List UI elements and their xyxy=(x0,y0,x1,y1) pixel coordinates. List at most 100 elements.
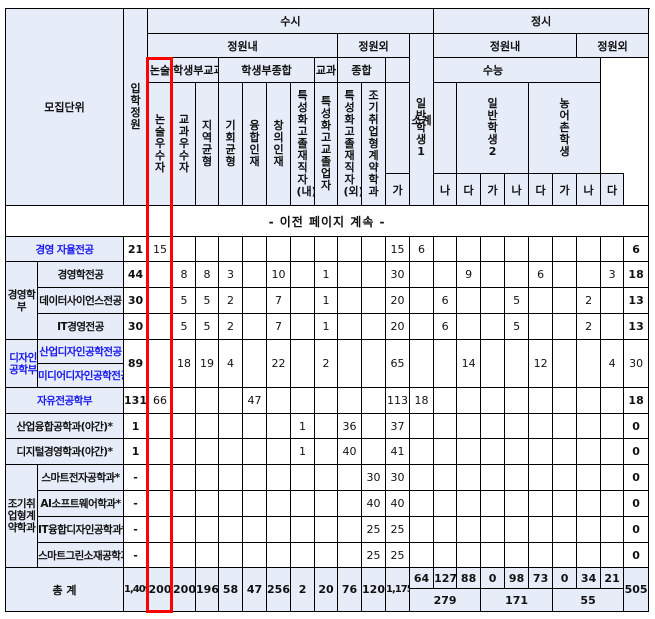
unit-name: 스마트전자공학과* xyxy=(36,464,125,491)
jeongsi-value xyxy=(433,464,458,491)
unit-name: 스마트그린소재공학과* xyxy=(36,542,125,568)
susi-value xyxy=(195,438,220,465)
total-jeongsi-value: 127 xyxy=(433,567,458,589)
group-label: 조기취업형계약학과 xyxy=(5,464,38,568)
jeongsi-value xyxy=(480,438,506,465)
susi-value xyxy=(266,490,292,517)
jeongsi-value xyxy=(480,413,506,439)
total-susi-value: 76 xyxy=(337,567,363,612)
susi-value xyxy=(195,542,220,568)
susi-value xyxy=(172,413,197,439)
susi-value: 19 xyxy=(195,339,220,388)
susi-value xyxy=(218,413,244,439)
jeongsi-value: 12 xyxy=(528,339,554,388)
jeongsi-value xyxy=(409,438,435,465)
table-row: IT경영전공 30 5 5 2 7 1 20 6 5 2 13 xyxy=(6,313,650,340)
jeongsi-value xyxy=(552,413,578,439)
unit-name: 산업디자인공학전공 xyxy=(36,339,125,364)
header-general-2: 일반학생2 xyxy=(456,82,530,174)
quota-value: - xyxy=(123,516,149,543)
susi-value: 5 xyxy=(172,313,197,340)
jeongsi-value xyxy=(456,542,482,568)
jeongsi-value xyxy=(528,287,554,314)
table-body: - 이전 페이지 계속 - 경영 자율전공 21 15 15 6 6 경영학부 경영학전공 44… xyxy=(4,205,650,612)
susi-value xyxy=(195,387,220,414)
susi-value xyxy=(314,236,339,262)
header-susi-col: 논술우수자 xyxy=(147,82,174,206)
susi-value xyxy=(337,236,363,262)
susi-value: 1 xyxy=(314,313,339,340)
table-header: 모집단위 입학정원 수시 정시 정원내 정원외 소계 정원내 정원외 소계 논술… xyxy=(4,8,650,206)
susi-value: 5 xyxy=(172,287,197,314)
jeongsi-value xyxy=(480,236,506,262)
header-gun: 가 xyxy=(480,173,506,206)
table-row: AI소프트웨어학과* - 40 40 0 xyxy=(6,490,650,517)
jeongsi-value: 13 xyxy=(623,287,650,314)
jeongsi-value: 18 xyxy=(623,387,650,414)
header-gun: 다 xyxy=(456,173,482,206)
susi-value xyxy=(195,464,220,491)
susi-value: 8 xyxy=(172,261,197,288)
header-gun: 나 xyxy=(433,173,458,206)
jeongsi-value xyxy=(433,516,458,543)
header-nonsul: 논술 xyxy=(147,57,174,83)
susi-value xyxy=(242,438,268,465)
jeongsi-value xyxy=(600,236,625,262)
susi-value xyxy=(147,413,174,439)
jeongsi-value xyxy=(576,516,602,543)
susi-value: 20 xyxy=(385,287,411,314)
jeongsi-value xyxy=(504,490,530,517)
susi-value: 2 xyxy=(218,313,244,340)
susi-value: 47 xyxy=(242,387,268,414)
susi-value xyxy=(314,516,339,543)
header-susi-col: 기회균형 xyxy=(218,82,244,206)
table-row: 경영학부 경영학전공 44 8 8 3 10 1 30 9 6 3 18 xyxy=(5,261,650,340)
jeongsi-value xyxy=(480,261,506,288)
jeongsi-value xyxy=(528,542,554,568)
total-label: 총 계 xyxy=(4,567,125,612)
jeongsi-value xyxy=(528,438,554,465)
jeongsi-value: 6 xyxy=(623,236,650,262)
susi-value: 7 xyxy=(266,287,292,314)
susi-value xyxy=(337,464,363,491)
susi-value xyxy=(337,387,363,414)
susi-value xyxy=(290,464,316,491)
quota-value: 30 xyxy=(123,287,149,314)
jeongsi-value: 0 xyxy=(623,464,650,491)
susi-value xyxy=(195,413,220,439)
jeongsi-value xyxy=(552,261,578,288)
susi-value xyxy=(147,516,174,543)
quota-value: 44 xyxy=(123,261,149,288)
susi-value xyxy=(195,516,220,543)
susi-value xyxy=(147,339,174,388)
susi-value: 5 xyxy=(195,313,220,340)
susi-value: 1 xyxy=(290,438,316,465)
jeongsi-value: 6 xyxy=(528,261,554,288)
susi-value xyxy=(290,490,316,517)
susi-value xyxy=(290,287,316,314)
susi-value: 18 xyxy=(172,339,197,388)
susi-value: 36 xyxy=(337,413,363,439)
jeongsi-value xyxy=(528,490,554,517)
jeongsi-value xyxy=(433,542,458,568)
total-susi-value: 47 xyxy=(242,567,268,612)
quota-value: - xyxy=(123,490,149,517)
header-suneung: 수능 xyxy=(385,57,602,83)
susi-value xyxy=(147,490,174,517)
admission-quota-table: 모집단위 입학정원 수시 정시 정원내 정원외 소계 정원내 정원외 소계 논술… xyxy=(4,8,650,612)
susi-value xyxy=(361,387,387,414)
susi-value xyxy=(337,542,363,568)
susi-value: 20 xyxy=(385,313,411,340)
jeongsi-value: 6 xyxy=(433,313,458,340)
jeongsi-value: 9 xyxy=(456,261,482,288)
jeongsi-value: 13 xyxy=(623,313,650,340)
unit-name: 산업융합공학과(야간)* xyxy=(4,413,125,439)
jeongsi-value xyxy=(504,261,530,288)
jeongsi-value xyxy=(456,387,482,414)
susi-value xyxy=(337,516,363,543)
table-row: 디지털경영학과(야간)* 1 1 40 41 0 xyxy=(4,438,650,465)
jeongsi-value xyxy=(433,387,458,414)
jeongsi-value: 30 xyxy=(623,339,650,388)
quota-value: - xyxy=(123,542,149,568)
jeongsi-value xyxy=(456,464,482,491)
